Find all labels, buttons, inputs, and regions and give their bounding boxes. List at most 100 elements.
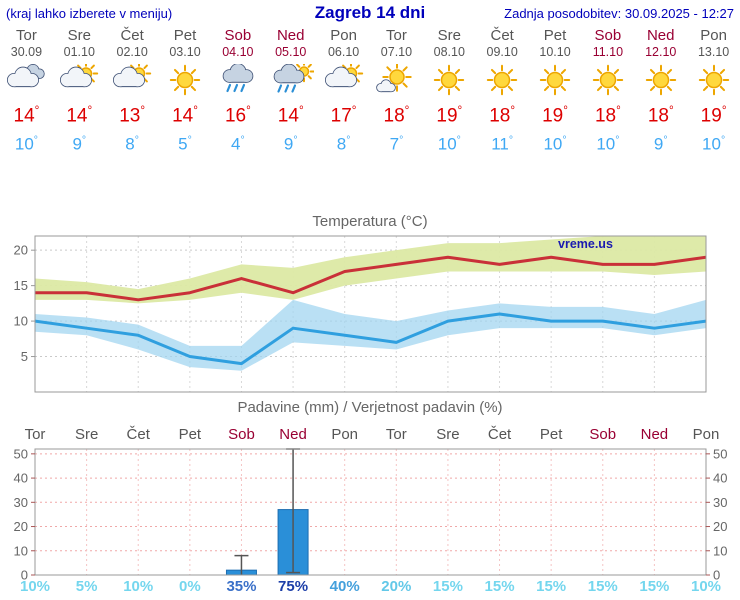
forecast-day-column[interactable]: Čet 02.10 13° 8° xyxy=(106,27,159,155)
svg-text:10: 10 xyxy=(14,543,28,558)
day-date: 06.10 xyxy=(327,45,360,59)
day-name: Pet xyxy=(173,27,197,44)
precip-day-label: Ned xyxy=(640,426,669,443)
high-temperature: 14° xyxy=(13,104,40,127)
precipitation-probability: 15% xyxy=(639,578,670,595)
precipitation-probability: 15% xyxy=(536,578,567,595)
low-temperature: 9° xyxy=(72,134,87,154)
svg-text:50: 50 xyxy=(713,446,727,461)
low-temperature: 7° xyxy=(389,134,404,154)
forecast-day-column[interactable]: Pet 03.10 14° 5° xyxy=(159,27,212,155)
forecast-day-column[interactable]: Pon 06.10 17° 8° xyxy=(317,27,370,155)
high-temperature: 18° xyxy=(647,104,674,127)
precipitation-day-row: Tor Sre Čet Pet Sob Ned Pon Tor Sre Čet Pet Sob Ned P… xyxy=(0,426,740,444)
low-temperature: 9° xyxy=(653,134,668,154)
svg-text:30: 30 xyxy=(713,495,727,510)
cloudy-icon xyxy=(0,63,53,102)
precipitation-probability: 15% xyxy=(484,578,515,595)
precipitation-probability: 20% xyxy=(381,578,412,595)
forecast-day-column[interactable]: Čet 09.10 18° 11° xyxy=(476,27,529,155)
precipitation-probability: 15% xyxy=(587,578,618,595)
svg-text:30: 30 xyxy=(14,495,28,510)
precip-day-label: Tor xyxy=(385,426,407,443)
day-date: 05.10 xyxy=(275,45,307,59)
day-date: 03.10 xyxy=(169,45,201,59)
precip-day-label: Čet xyxy=(487,426,512,443)
high-temperature: 17° xyxy=(330,104,357,127)
day-name: Ned xyxy=(276,27,305,44)
svg-text:0: 0 xyxy=(21,568,28,583)
day-name: Pet xyxy=(543,27,567,44)
day-date: 13.10 xyxy=(697,45,730,59)
day-name: Čet xyxy=(490,27,514,44)
day-date: 04.10 xyxy=(222,45,254,59)
precip-day-label: Sob xyxy=(228,426,255,443)
precip-day-label: Sob xyxy=(589,426,617,443)
low-temperature: 8° xyxy=(336,134,351,154)
low-temperature: 10° xyxy=(543,134,567,154)
precipitation-probability: 5% xyxy=(75,578,98,595)
forecast-day-column[interactable]: Ned 05.10 14° 9° xyxy=(264,27,317,155)
svg-text:5: 5 xyxy=(21,349,28,364)
forecast-day-column[interactable]: Tor 07.10 18° 7° xyxy=(370,27,423,155)
forecast-day-column[interactable]: Ned 12.10 18° 9° xyxy=(634,27,687,155)
low-temperature: 8° xyxy=(125,134,139,154)
svg-text:0: 0 xyxy=(713,568,720,583)
forecast-day-column[interactable]: Sob 04.10 16° 4° xyxy=(211,27,264,155)
precipitation-probability: 40% xyxy=(329,578,360,595)
rain-sun-icon xyxy=(264,60,317,102)
precip-day-label: Pet xyxy=(539,426,563,443)
day-date: 30.09 xyxy=(10,45,43,59)
day-name: Sre xyxy=(67,27,91,44)
day-name: Ned xyxy=(646,27,675,44)
forecast-day-column[interactable]: Pon 13.10 19° 10° xyxy=(687,27,740,155)
low-temperature: 5° xyxy=(178,134,192,154)
precipitation-chart-title: Padavine (mm) / Verjetnost padavin (%) xyxy=(237,399,503,416)
precip-day-label: Pon xyxy=(692,426,720,443)
forecast-strip: Tor 30.09 14° 10° Sre 01.10 14° 9° Čet 02.10 13° 8°… xyxy=(0,27,740,155)
day-name: Čet xyxy=(120,27,144,44)
partly-cloudy-icon xyxy=(106,61,159,102)
low-temperature: 9° xyxy=(283,134,298,154)
high-temperature: 16° xyxy=(224,104,251,127)
forecast-day-column[interactable]: Sob 11.10 18° 10° xyxy=(581,27,634,155)
high-temperature: 19° xyxy=(436,104,463,127)
high-temperature: 13° xyxy=(119,104,146,127)
sunny-icon xyxy=(476,64,529,102)
page-title: Zagreb 14 dni xyxy=(314,3,426,22)
day-date: 12.10 xyxy=(645,45,677,59)
day-date: 01.10 xyxy=(63,45,95,59)
low-temperature: 10° xyxy=(702,134,726,154)
forecast-day-column[interactable]: Sre 08.10 19° 10° xyxy=(423,27,476,155)
day-date: 07.10 xyxy=(380,45,413,59)
sunny-icon xyxy=(529,64,582,102)
sunny-icon xyxy=(634,64,687,102)
precip-day-label: Tor xyxy=(24,426,46,443)
day-name: Sre xyxy=(437,27,461,44)
forecast-day-column[interactable]: Tor 30.09 14° 10° xyxy=(0,27,53,155)
sunny-icon xyxy=(159,64,212,102)
svg-text:20: 20 xyxy=(14,243,28,258)
precip-day-label: Pet xyxy=(178,426,202,443)
low-temperature: 10° xyxy=(596,134,620,154)
low-temperature: 11° xyxy=(491,134,514,154)
precip-day-label: Ned xyxy=(279,426,307,443)
svg-text:40: 40 xyxy=(713,471,727,486)
forecast-day-column[interactable]: Pet 10.10 19° 10° xyxy=(529,27,582,155)
forecast-day-column[interactable]: Sre 01.10 14° 9° xyxy=(53,27,106,155)
day-date: 11.10 xyxy=(592,45,624,59)
day-date: 08.10 xyxy=(433,45,465,59)
high-temperature: 18° xyxy=(489,104,516,127)
high-temperature: 14° xyxy=(277,104,304,127)
high-temperature: 19° xyxy=(542,104,568,127)
svg-text:20: 20 xyxy=(14,519,28,534)
temperature-chart-title: Temperatura (°C) xyxy=(312,213,428,230)
day-name: Pon xyxy=(330,27,357,44)
mostly-sunny-icon xyxy=(370,62,423,102)
day-date: 10.10 xyxy=(539,45,571,59)
svg-text:15: 15 xyxy=(14,278,28,293)
svg-text:10: 10 xyxy=(14,314,28,329)
precipitation-probability: 75% xyxy=(278,578,309,595)
last-updated: Zadnja posodobitev: 30.09.2025 - 12:27 xyxy=(504,6,734,21)
